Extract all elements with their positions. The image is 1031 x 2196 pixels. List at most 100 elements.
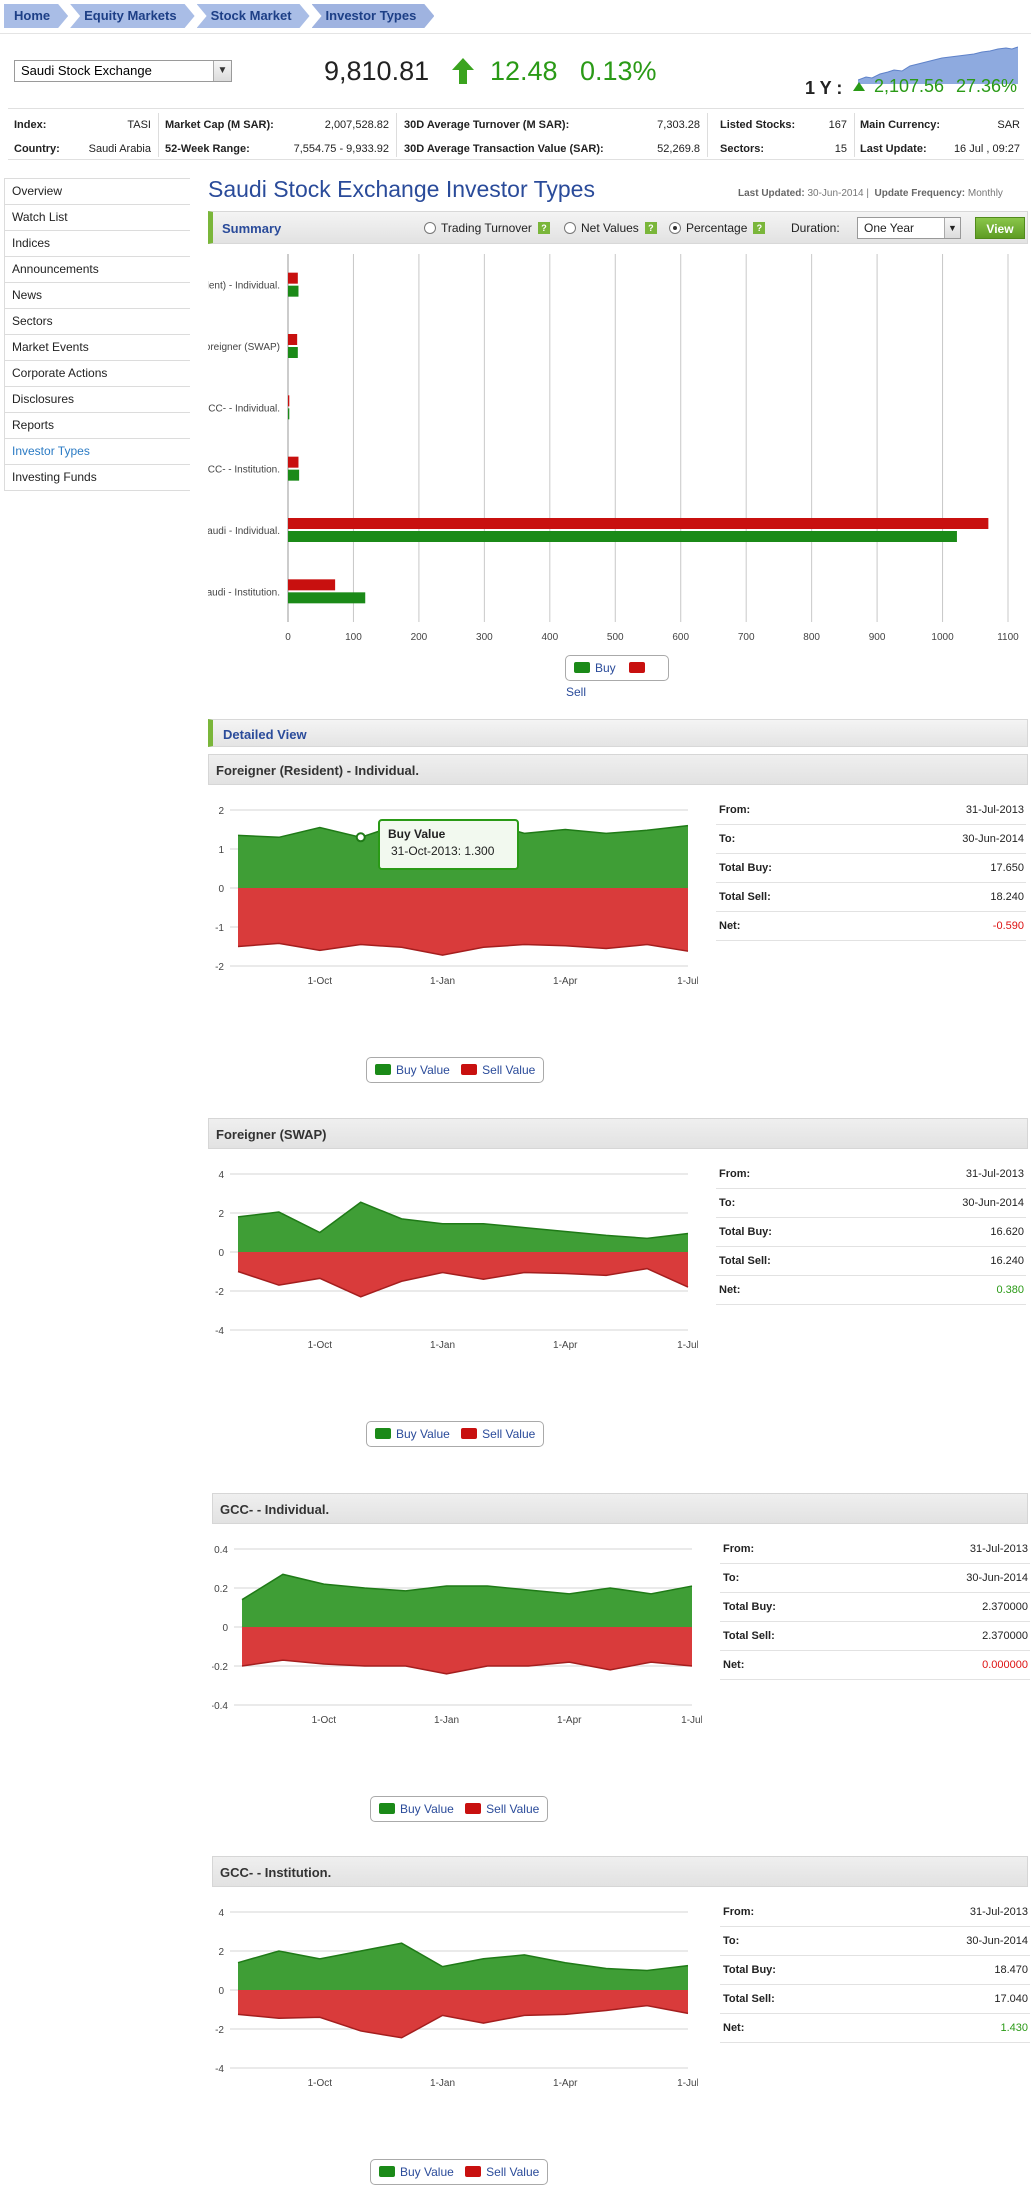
radio-net-values[interactable]: Net Values? — [564, 221, 657, 236]
detail-row-to: To: 30-Jun-2014 — [716, 1189, 1026, 1218]
detail-row-total-sell: Total Sell: 18.240 — [716, 883, 1026, 912]
help-icon[interactable]: ? — [537, 222, 550, 234]
line-buy — [237, 1942, 689, 1972]
breadcrumb-investor-types[interactable]: Investor Types — [312, 4, 435, 28]
legend-item-sell[interactable]: Sell — [566, 661, 650, 699]
legend-swatch-buy — [379, 2166, 395, 2178]
area-sell — [238, 888, 688, 956]
detail-row-total-sell: Total Sell: 2.370000 — [720, 1622, 1030, 1651]
radio-circle-icon[interactable] — [564, 222, 576, 234]
area-chart-foreigner-swap: 4 2 0 -2 -4 1-Oct 1-Jan 1-Apr 1-Jul — [215, 1170, 698, 1351]
x-tick-label: 1-Oct — [312, 1715, 337, 1726]
stat-last-update: Last Update: 16 Jul , 09:27 — [860, 143, 1020, 155]
section-header: Foreigner (Resident) - Individual. — [208, 754, 1028, 785]
legend-swatch-sell — [461, 1428, 478, 1440]
tooltip-title: Buy Value — [388, 827, 446, 841]
sidebar-item-announcements[interactable]: Announcements — [4, 257, 190, 283]
sidebar-item-disclosures[interactable]: Disclosures — [4, 387, 190, 413]
stat-listed-stocks: Listed Stocks: 167 — [720, 119, 847, 131]
sidebar-item-news[interactable]: News — [4, 283, 190, 309]
index-change: 12.48 — [490, 56, 558, 86]
exchange-select[interactable]: Saudi Stock Exchange ▼ — [14, 60, 232, 82]
exchange-select-value: Saudi Stock Exchange — [21, 63, 152, 78]
sidebar-item-overview[interactable]: Overview — [4, 179, 190, 205]
line-sell — [237, 1267, 689, 1298]
y-tick-label: 4 — [218, 1908, 224, 1919]
x-tick-label: 0 — [285, 632, 291, 643]
stat-country: Country: Saudi Arabia — [14, 143, 151, 155]
view-button[interactable]: View — [975, 217, 1025, 239]
stat-divider — [854, 113, 855, 157]
legend-swatch-sell — [465, 2166, 482, 2178]
legend-item-buy-value[interactable]: Buy Value — [379, 2165, 454, 2179]
y-tick-label: -2 — [215, 962, 224, 973]
area-chart-gcc-institution: 4 2 0 -2 -4 1-Oct 1-Jan 1-Apr 1-Jul — [215, 1908, 698, 2089]
category-label: Saudi - Individual. — [208, 526, 280, 537]
category-label: GCC- - Individual. — [208, 403, 280, 414]
bar-buy — [288, 531, 957, 542]
breadcrumb-equity-markets[interactable]: Equity Markets — [70, 4, 194, 28]
legend-swatch-buy — [375, 1064, 391, 1076]
help-icon[interactable]: ? — [644, 222, 657, 234]
radio-percentage[interactable]: Percentage? — [669, 221, 766, 236]
detailed-view-header: Detailed View — [208, 719, 1028, 747]
x-tick-label: 900 — [869, 632, 886, 643]
legend-item-sell-value[interactable]: Sell Value — [461, 1427, 535, 1441]
sidebar-item-investor-types[interactable]: Investor Types — [4, 439, 190, 465]
y-tick-label: 0.2 — [214, 1584, 228, 1595]
x-tick-label: 1-Jul — [681, 1715, 702, 1726]
legend-item-sell-value[interactable]: Sell Value — [461, 1063, 535, 1077]
legend-item-buy[interactable]: Buy — [574, 661, 616, 675]
y-tick-label: -1 — [215, 923, 224, 934]
breadcrumb: Home Equity Markets Stock Market Investo… — [0, 0, 1031, 34]
radio-circle-icon[interactable] — [669, 222, 681, 234]
x-tick-label: 500 — [607, 632, 624, 643]
radio-trading-turnover[interactable]: Trading Turnover? — [424, 221, 550, 236]
bar-sell — [288, 334, 298, 345]
detail-table: From: 31-Jul-2013 To: 30-Jun-2014 Total Bu… — [716, 796, 1026, 941]
bar-buy — [288, 285, 299, 297]
duration-select[interactable]: One Year ▼ — [857, 217, 961, 239]
x-tick-label: 300 — [476, 632, 493, 643]
sidebar-item-sectors[interactable]: Sectors — [4, 309, 190, 335]
area-chart-legend: Buy Value Sell Value — [366, 1421, 544, 1447]
page-title: Saudi Stock Exchange Investor Types — [208, 176, 595, 202]
sidebar-item-indices[interactable]: Indices — [4, 231, 190, 257]
breadcrumb-home[interactable]: Home — [4, 4, 68, 28]
y-tick-label: -4 — [215, 1326, 224, 1337]
y-tick-label: 0.4 — [214, 1545, 228, 1556]
detail-row-from: From: 31-Jul-2013 — [716, 796, 1026, 825]
line-sell — [241, 1659, 693, 1675]
legend-item-buy-value[interactable]: Buy Value — [375, 1427, 450, 1441]
sidebar-item-market-events[interactable]: Market Events — [4, 335, 190, 361]
x-tick-label: 1-Jan — [430, 2078, 455, 2089]
detail-row-total-buy: Total Buy: 16.620 — [716, 1218, 1026, 1247]
legend-item-sell-value[interactable]: Sell Value — [465, 2165, 539, 2179]
chevron-down-icon[interactable]: ▼ — [213, 61, 231, 81]
detail-row-to: To: 30-Jun-2014 — [720, 1564, 1030, 1593]
help-icon[interactable]: ? — [753, 222, 766, 234]
y-tick-label: 2 — [218, 806, 224, 817]
bar-sell — [288, 395, 290, 407]
index-value: 9,810.81 — [324, 56, 430, 86]
area-sell — [238, 1990, 688, 2038]
legend-item-buy-value[interactable]: Buy Value — [379, 1802, 454, 1816]
x-tick-label: 800 — [803, 632, 820, 643]
sidebar-item-investing-funds[interactable]: Investing Funds — [4, 465, 190, 491]
arrow-up-icon — [452, 58, 474, 84]
stat-divider — [707, 113, 708, 157]
breadcrumb-stock-market[interactable]: Stock Market — [197, 4, 310, 28]
market-stats: Index: TASI Country: Saudi Arabia Market C… — [8, 108, 1024, 160]
sidebar-item-corporate-actions[interactable]: Corporate Actions — [4, 361, 190, 387]
x-tick-label: 1-Jan — [434, 1715, 459, 1726]
line-buy — [241, 1573, 693, 1601]
sidebar-item-watch-list[interactable]: Watch List — [4, 205, 190, 231]
chevron-down-icon[interactable]: ▼ — [944, 218, 960, 238]
sidebar-item-reports[interactable]: Reports — [4, 413, 190, 439]
chart-tooltip: Buy Value 31-Oct-2013: 1.300 — [378, 819, 519, 870]
radio-circle-icon[interactable] — [424, 222, 436, 234]
summary-title: Summary — [222, 221, 282, 236]
stat-market-cap: Market Cap (M SAR): 2,007,528.82 — [165, 119, 389, 131]
legend-item-buy-value[interactable]: Buy Value — [375, 1063, 450, 1077]
legend-item-sell-value[interactable]: Sell Value — [465, 1802, 539, 1816]
